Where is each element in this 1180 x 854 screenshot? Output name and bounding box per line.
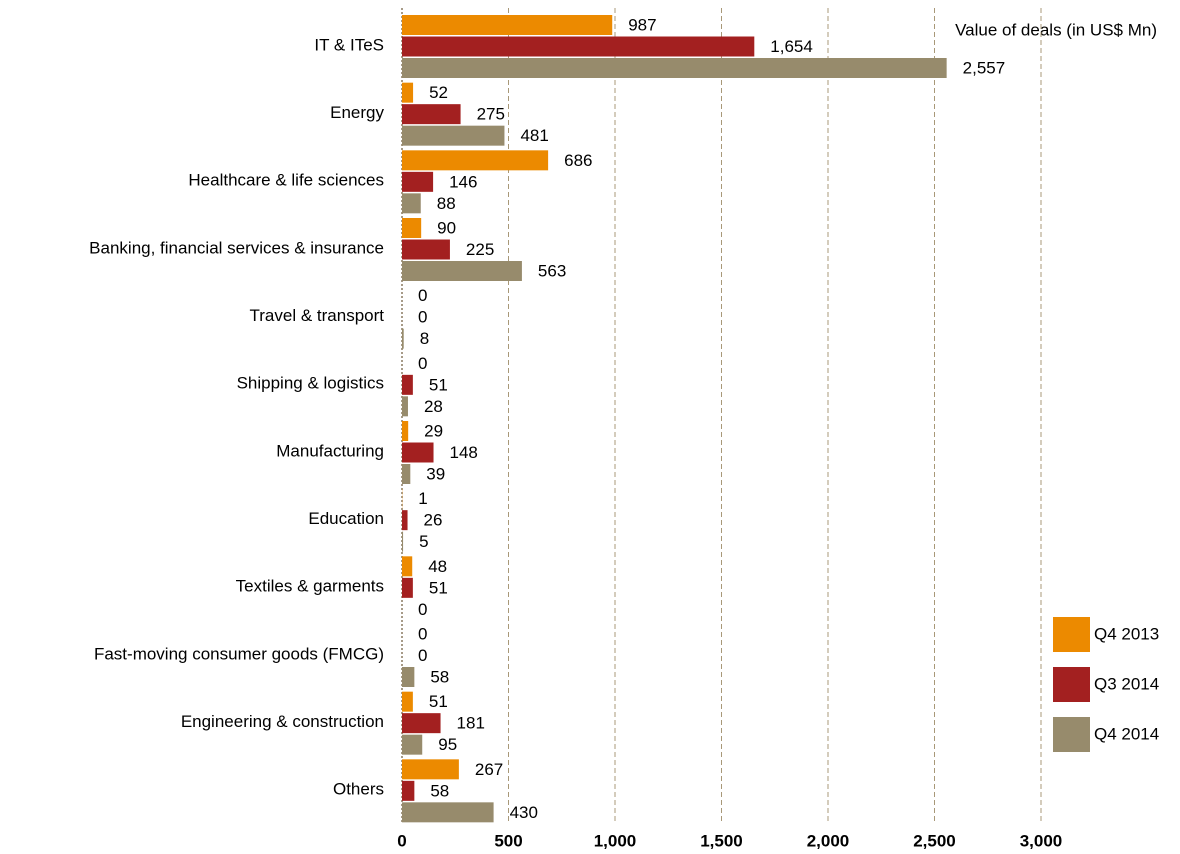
bar [402, 780, 415, 801]
bar [402, 734, 423, 755]
y-tick-label: Manufacturing [276, 441, 384, 460]
value-label: 52 [429, 83, 448, 102]
y-tick-label: Healthcare & life sciences [188, 171, 384, 190]
value-label: 0 [418, 600, 427, 619]
legend-swatch [1053, 667, 1090, 702]
bar [402, 82, 414, 103]
y-tick-label: Shipping & logistics [237, 374, 384, 393]
y-tick-label: Education [308, 509, 384, 528]
value-label: 5 [419, 532, 428, 551]
bar [402, 15, 613, 35]
bar [402, 374, 413, 395]
x-tick-label: 2,000 [807, 831, 850, 850]
y-tick-label: Fast-moving consumer goods (FMCG) [94, 644, 384, 663]
value-label: 48 [428, 557, 447, 576]
value-label: 430 [510, 803, 538, 822]
value-label: 1 [418, 489, 427, 508]
legend-label: Q3 2014 [1094, 674, 1159, 693]
bar [402, 510, 408, 531]
value-label: 481 [520, 126, 548, 145]
x-tick-label: 1,500 [700, 831, 743, 850]
bar [402, 531, 404, 552]
bar [402, 577, 413, 598]
value-label: 686 [564, 151, 592, 170]
y-tick-label: Banking, financial services & insurance [89, 238, 384, 257]
value-label: 225 [466, 240, 494, 259]
bar [402, 261, 522, 281]
y-tick-label: Others [333, 780, 384, 799]
value-label: 39 [426, 464, 445, 483]
value-label: 0 [418, 624, 427, 643]
x-tick-label: 1,000 [594, 831, 637, 850]
value-label: 51 [429, 692, 448, 711]
legend-label: Q4 2014 [1094, 724, 1159, 743]
bar [402, 239, 450, 260]
value-label: 146 [449, 172, 477, 191]
value-label: 0 [418, 308, 427, 327]
value-label: 148 [450, 443, 478, 462]
value-label: 2,557 [963, 58, 1006, 77]
value-label: 90 [437, 218, 456, 237]
bar [402, 713, 441, 734]
annotation: Value of deals (in US$ Mn) [955, 20, 1157, 39]
value-label: 29 [424, 421, 443, 440]
y-tick-label: IT & ITeS [314, 35, 384, 54]
value-label: 58 [430, 781, 449, 800]
bar [402, 125, 505, 146]
value-label: 563 [538, 261, 566, 280]
value-label: 0 [418, 354, 427, 373]
bar [402, 464, 411, 484]
value-label: 275 [477, 105, 505, 124]
bar [402, 58, 947, 78]
value-label: 8 [420, 329, 429, 348]
y-tick-label: Engineering & construction [181, 712, 384, 731]
bar [402, 802, 494, 823]
bar [402, 421, 409, 441]
bar [402, 328, 404, 349]
bar [402, 218, 422, 238]
bar [402, 396, 408, 417]
value-label: 181 [457, 714, 485, 733]
legend-swatch [1053, 617, 1090, 652]
value-label: 267 [475, 760, 503, 779]
x-tick-label: 3,000 [1020, 831, 1063, 850]
value-label: 95 [438, 735, 457, 754]
x-tick-label: 0 [397, 831, 406, 850]
bar [402, 171, 434, 192]
y-tick-label: Energy [330, 103, 384, 122]
bar [402, 691, 413, 712]
bar [402, 150, 549, 171]
value-label: 0 [418, 646, 427, 665]
y-tick-label: Travel & transport [250, 306, 385, 325]
bar [402, 442, 434, 463]
bar [402, 36, 755, 57]
value-label: 88 [437, 194, 456, 213]
value-label: 1,654 [770, 37, 813, 56]
x-tick-label: 500 [494, 831, 522, 850]
value-label: 51 [429, 578, 448, 597]
bar [402, 556, 413, 577]
y-tick-label: Textiles & garments [236, 577, 384, 596]
value-label: 51 [429, 375, 448, 394]
bar [402, 104, 461, 125]
bar [402, 667, 415, 687]
x-tick-label: 2,500 [913, 831, 956, 850]
bar [402, 759, 459, 780]
legend-swatch [1053, 717, 1090, 752]
bar [402, 193, 421, 214]
value-label: 58 [430, 667, 449, 686]
value-label: 26 [424, 511, 443, 530]
legend-label: Q4 2013 [1094, 624, 1159, 643]
value-label: 0 [418, 286, 427, 305]
value-label: 28 [424, 397, 443, 416]
value-label: 987 [628, 15, 656, 34]
